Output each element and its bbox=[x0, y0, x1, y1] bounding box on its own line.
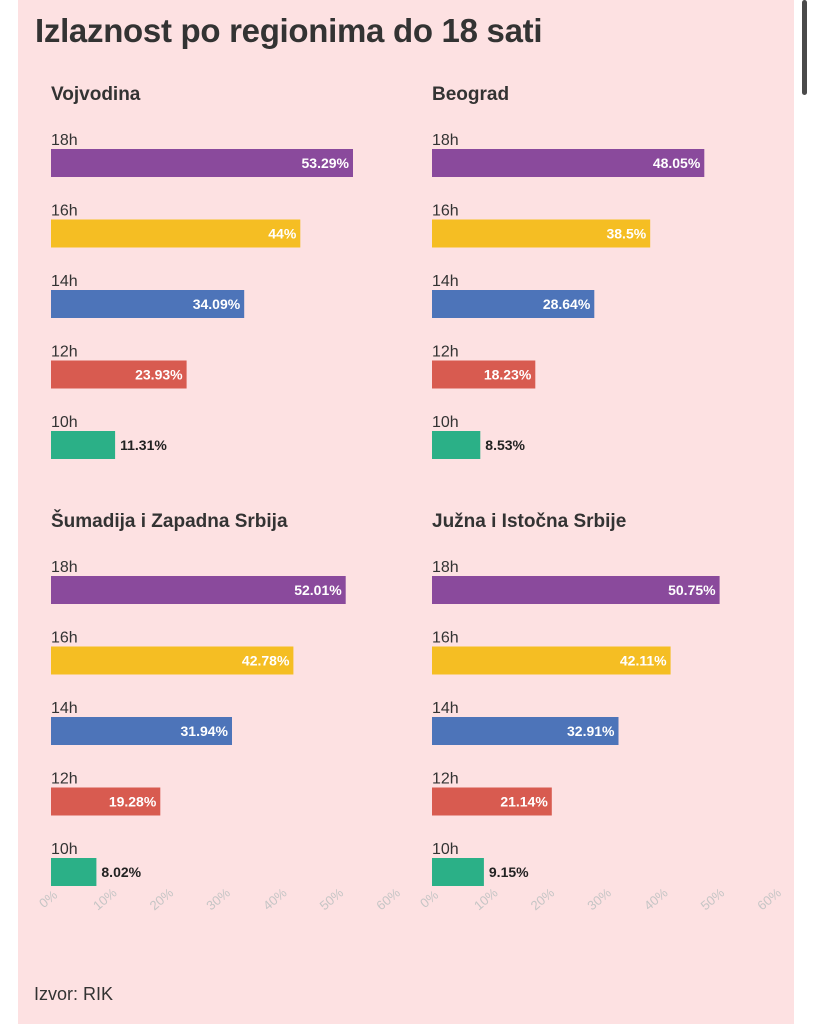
bar-value-label: 23.93% bbox=[135, 367, 183, 383]
x-tick-label: 40% bbox=[260, 885, 290, 913]
bar-value-label: 34.09% bbox=[193, 296, 241, 312]
bar-value-label: 18.23% bbox=[484, 367, 532, 383]
bar-category-label: 10h bbox=[432, 841, 459, 858]
x-tick-label: 0% bbox=[417, 887, 441, 911]
bar-category-label: 16h bbox=[51, 203, 78, 220]
bar-value-label: 44% bbox=[268, 226, 297, 242]
x-tick-label: 50% bbox=[317, 885, 347, 913]
bar-value-label: 21.14% bbox=[500, 794, 548, 810]
bar bbox=[432, 787, 552, 816]
x-tick-label: 20% bbox=[147, 885, 177, 913]
x-tick-label: 50% bbox=[698, 885, 728, 913]
bar bbox=[51, 149, 353, 177]
bar-category-label: 12h bbox=[432, 771, 459, 788]
bar-category-label: 14h bbox=[432, 273, 459, 290]
panel-title: Beograd bbox=[432, 84, 509, 105]
bar-category-label: 12h bbox=[51, 344, 78, 361]
bar-category-label: 14h bbox=[51, 273, 78, 290]
bar-value-label: 31.94% bbox=[181, 723, 229, 739]
bar-value-label: 48.05% bbox=[653, 155, 701, 171]
bar-category-label: 12h bbox=[432, 344, 459, 361]
bar bbox=[432, 360, 536, 389]
bar-category-label: 14h bbox=[51, 700, 78, 717]
chart-panel: Beograd 18h 48.05% 16h 38.5% 14h 28.64% 12h 18.2… bbox=[432, 84, 705, 459]
bar-value-label: 19.28% bbox=[109, 794, 157, 810]
source-note: Izvor: RIK bbox=[34, 984, 114, 1004]
bar-value-label: 9.15% bbox=[489, 864, 529, 880]
bar-category-label: 16h bbox=[432, 630, 459, 647]
bar-category-label: 16h bbox=[51, 630, 78, 647]
bar-category-label: 12h bbox=[51, 771, 78, 788]
chart-panel: Južna i Istočna Srbije 18h 50.75% 16h 42.11%… bbox=[417, 511, 784, 913]
bar bbox=[51, 431, 116, 459]
bar bbox=[51, 717, 232, 745]
bar bbox=[432, 219, 651, 248]
x-tick-label: 20% bbox=[528, 885, 558, 913]
x-tick-label: 0% bbox=[36, 887, 60, 911]
bar bbox=[51, 360, 187, 389]
bar bbox=[51, 576, 346, 604]
bar-value-label: 50.75% bbox=[668, 582, 716, 598]
bar-category-label: 14h bbox=[432, 700, 459, 717]
bar bbox=[51, 290, 245, 318]
panel-title: Šumadija i Zapadna Srbija bbox=[51, 510, 288, 532]
bar bbox=[432, 149, 705, 177]
bar bbox=[432, 576, 720, 604]
bar-value-label: 32.91% bbox=[567, 723, 615, 739]
chart-panel: Šumadija i Zapadna Srbija 18h 52.01% 16h 42.… bbox=[36, 510, 403, 913]
bar-category-label: 10h bbox=[432, 414, 459, 431]
bar-value-label: 38.5% bbox=[606, 226, 646, 242]
x-tick-label: 10% bbox=[471, 885, 501, 913]
bar-category-label: 10h bbox=[51, 414, 78, 431]
bar-category-label: 10h bbox=[51, 841, 78, 858]
x-tick-label: 60% bbox=[373, 885, 403, 913]
bar-value-label: 42.11% bbox=[620, 653, 667, 669]
bar-value-label: 8.02% bbox=[101, 864, 141, 880]
bar-value-label: 42.78% bbox=[242, 653, 290, 669]
x-tick-label: 40% bbox=[641, 885, 671, 913]
bar bbox=[51, 219, 301, 248]
bar-value-label: 53.29% bbox=[302, 155, 350, 171]
panel-title: Vojvodina bbox=[51, 84, 141, 105]
bar bbox=[51, 787, 161, 816]
bar bbox=[432, 646, 671, 675]
scrollbar-thumb[interactable] bbox=[802, 0, 807, 95]
chart-title: Izlaznost po regionima do 18 sati bbox=[35, 12, 543, 49]
bar-value-label: 28.64% bbox=[543, 296, 591, 312]
chart-panel: Vojvodina 18h 53.29% 16h 44% 14h 34.09% 12h 23.9… bbox=[51, 84, 353, 459]
x-tick-label: 10% bbox=[90, 885, 120, 913]
bar-value-label: 8.53% bbox=[485, 437, 525, 453]
bar-category-label: 18h bbox=[51, 132, 78, 149]
bar bbox=[432, 858, 484, 886]
panel-title: Južna i Istočna Srbije bbox=[432, 511, 626, 532]
bar-category-label: 18h bbox=[432, 559, 459, 576]
bar bbox=[432, 717, 619, 745]
bar-value-label: 52.01% bbox=[294, 582, 342, 598]
bar-category-label: 18h bbox=[51, 559, 78, 576]
x-tick-label: 30% bbox=[203, 885, 233, 913]
bar-category-label: 18h bbox=[432, 132, 459, 149]
x-tick-label: 30% bbox=[584, 885, 614, 913]
x-tick-label: 60% bbox=[754, 885, 784, 913]
bar-category-label: 16h bbox=[432, 203, 459, 220]
bar bbox=[432, 431, 481, 459]
bar bbox=[432, 290, 595, 318]
bar bbox=[51, 646, 294, 675]
bar bbox=[51, 858, 97, 886]
bar-value-label: 11.31% bbox=[120, 437, 167, 453]
